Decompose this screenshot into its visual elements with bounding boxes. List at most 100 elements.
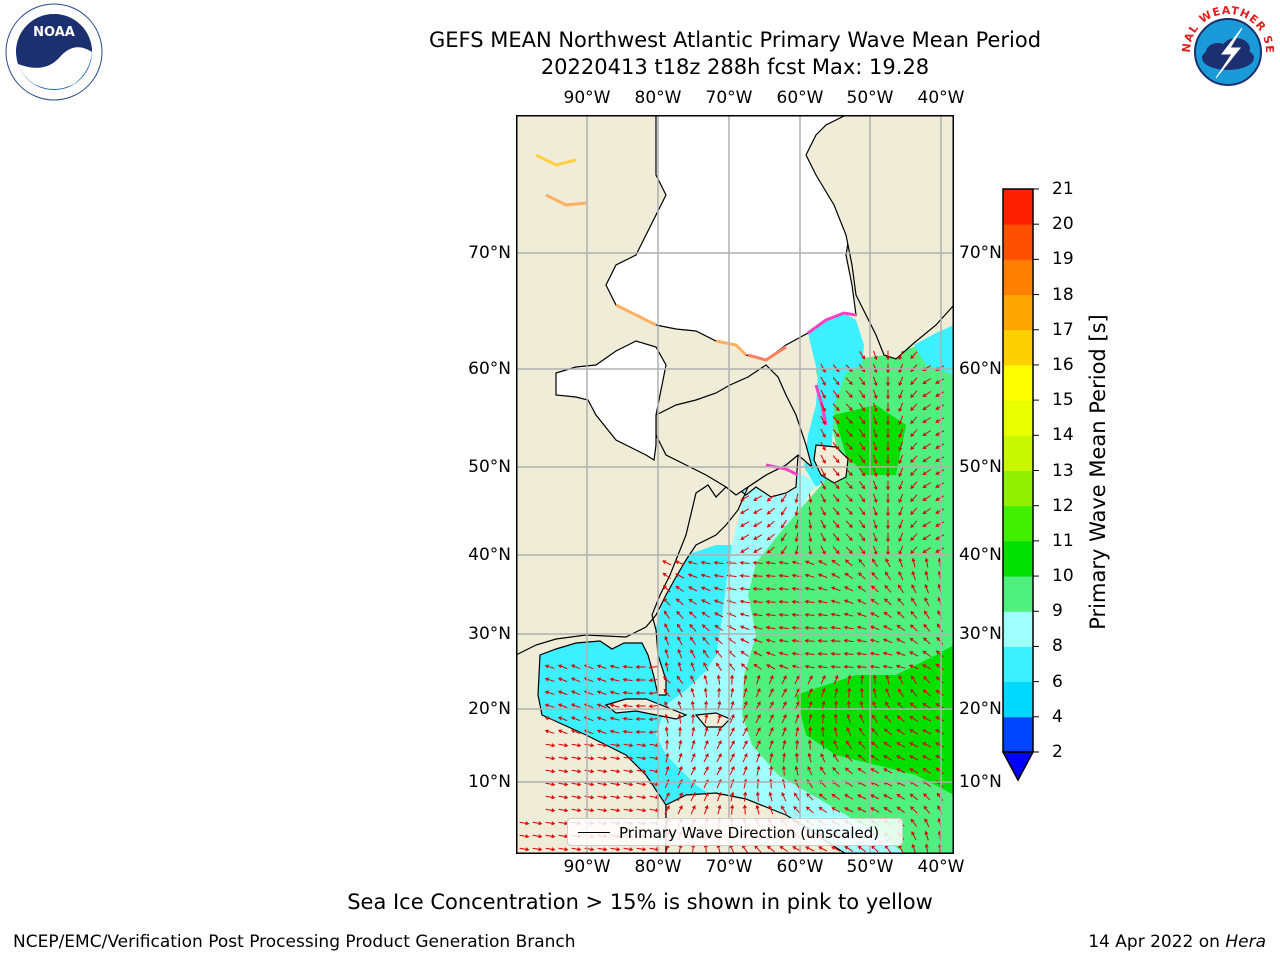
wave-arrow <box>884 714 892 723</box>
wave-arrow <box>845 546 853 555</box>
wave-arrow <box>898 376 904 387</box>
wave-arrow <box>911 584 917 594</box>
wave-arrow <box>752 625 763 630</box>
wave-arrow <box>768 791 773 802</box>
wave-arrow <box>830 625 841 630</box>
wave-arrow <box>922 482 931 489</box>
wave-arrow <box>870 768 880 774</box>
wave-arrow <box>807 765 813 776</box>
wave-arrow <box>819 766 826 776</box>
wave-arrow <box>886 480 890 491</box>
wave-arrow <box>675 573 685 579</box>
wave-arrow <box>886 532 890 543</box>
wave-arrow <box>804 625 815 630</box>
colorbar-segment <box>1003 329 1033 366</box>
wave-arrow <box>922 430 931 437</box>
wave-arrow <box>765 612 776 617</box>
wave-arrow <box>843 664 854 669</box>
wave-arrow <box>817 586 828 591</box>
wave-arrow <box>873 350 878 361</box>
wave-arrow <box>898 519 904 530</box>
footer-machine: Hera <box>1225 932 1266 952</box>
wave-arrow <box>898 415 904 426</box>
wave-arrow <box>691 726 696 737</box>
wave-arrow <box>820 402 826 412</box>
wave-arrow <box>856 651 867 656</box>
wave-arrow <box>870 598 879 606</box>
wave-arrow <box>869 625 880 631</box>
wave-arrow <box>820 415 826 425</box>
wave-arrow <box>766 664 776 670</box>
colorbar-segment <box>1003 540 1033 577</box>
wave-arrow <box>740 508 750 514</box>
lat-label-left-30n: 30°N <box>468 624 511 644</box>
wave-arrow <box>545 756 556 761</box>
lat-label-left-70n: 70°N <box>468 243 511 263</box>
colorbar-segment <box>1003 294 1033 331</box>
wave-arrow <box>858 740 866 749</box>
colorbar-segment <box>1003 716 1033 753</box>
wave-arrow <box>847 674 852 685</box>
wave-arrow <box>571 743 582 748</box>
wave-arrow <box>935 508 945 514</box>
wave-arrow <box>676 623 683 632</box>
wave-arrow <box>610 743 621 748</box>
wave-arrow <box>858 507 866 516</box>
wave-arrow <box>832 429 840 438</box>
lon-label-bottom-50w: 50°W <box>846 857 894 877</box>
wave-arrow <box>700 586 711 592</box>
wave-arrow <box>832 403 840 412</box>
wave-arrow <box>519 847 530 852</box>
legend-label: Primary Wave Direction (unscaled) <box>619 824 880 842</box>
wave-arrow <box>898 467 904 478</box>
wave-arrow <box>557 664 568 670</box>
wave-arrow <box>935 417 945 423</box>
wave-arrow <box>910 455 918 464</box>
wave-arrow <box>729 713 735 724</box>
lat-label-left-20n: 20°N <box>468 699 511 719</box>
wave-arrow <box>691 713 696 724</box>
wave-arrow <box>766 520 775 528</box>
wave-arrow <box>558 795 569 800</box>
colorbar-segment <box>1003 470 1033 507</box>
wave-arrow <box>922 508 931 515</box>
wave-arrow <box>793 792 800 802</box>
wave-arrow <box>832 520 840 529</box>
wave-arrow <box>884 571 891 581</box>
wave-arrow <box>896 742 906 748</box>
lon-label-bottom-90w: 90°W <box>563 857 611 877</box>
wave-arrow <box>545 769 556 774</box>
lat-label-right-30n: 30°N <box>959 624 1002 644</box>
wave-arrow <box>831 573 841 579</box>
wave-arrow <box>922 689 931 697</box>
wave-arrow <box>831 807 841 813</box>
wave-arrow <box>830 651 841 656</box>
wave-arrow <box>883 794 893 800</box>
wave-arrow <box>597 743 608 748</box>
wave-arrow <box>858 520 866 529</box>
wave-arrow <box>807 687 813 698</box>
wave-arrow <box>623 795 634 800</box>
wave-arrow <box>857 572 866 580</box>
lon-label-top-80w: 80°W <box>634 88 682 108</box>
wave-arrow <box>703 674 708 685</box>
wave-arrow <box>768 714 774 724</box>
wave-arrow <box>923 805 931 814</box>
wave-arrow <box>715 662 722 671</box>
wave-arrow <box>756 752 761 763</box>
wave-arrow <box>935 534 945 540</box>
wave-arrow <box>781 791 787 802</box>
wave-arrow <box>714 637 723 645</box>
wave-arrow <box>898 363 904 374</box>
wave-arrow <box>780 532 787 542</box>
wave-arrow <box>856 625 867 630</box>
wave-arrow <box>845 753 853 762</box>
wave-arrow <box>755 804 760 815</box>
wave-arrow <box>896 611 905 619</box>
wave-arrow <box>844 794 854 800</box>
wave-arrow <box>898 674 904 685</box>
wave-arrow <box>883 611 892 619</box>
wave-arrow <box>597 795 608 800</box>
wave-arrow <box>909 651 919 657</box>
wave-arrow <box>935 676 944 684</box>
